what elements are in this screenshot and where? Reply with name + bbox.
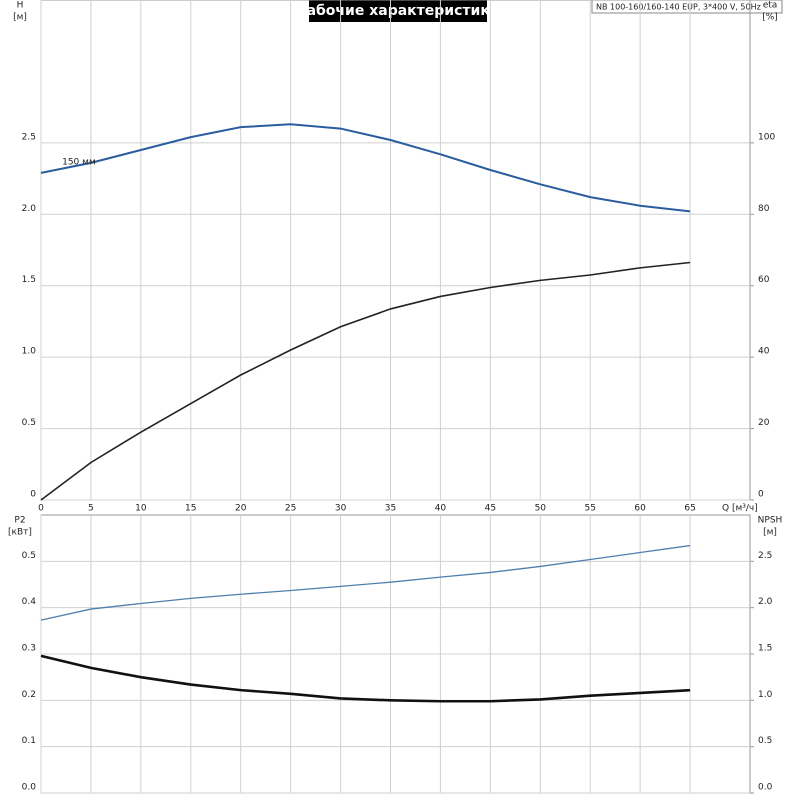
y2-tick-label: 2.0	[758, 597, 773, 607]
x-tick-label: 5	[88, 504, 94, 514]
y-tick-label: 0.4	[22, 597, 37, 607]
y-tick-label: 0	[30, 490, 36, 500]
x-tick-label: 55	[584, 504, 595, 514]
curve	[40, 261, 691, 501]
y2-axis-unit: [%]	[762, 13, 778, 23]
y-tick-label: 0.3	[22, 644, 36, 654]
y2-tick-label: 0.5	[758, 736, 772, 746]
y2-tick-label: 2.5	[758, 551, 772, 561]
y-tick-label: 0.5	[22, 551, 36, 561]
x-tick-label: 45	[485, 504, 496, 514]
y-tick-label: 0.5	[22, 418, 36, 428]
x-tick-label: 20	[235, 504, 247, 514]
x-tick-label: 50	[535, 504, 547, 514]
x-axis-label: Q [м³/ч]	[722, 504, 758, 514]
y2-tick-label: 1.0	[758, 690, 773, 700]
subtitle: NB 100-160/160-140 EUP, 3*400 V, 50Hz	[596, 3, 761, 12]
title-box	[309, 0, 487, 22]
y2-tick-label: 0	[758, 490, 764, 500]
y2-axis-label: eta	[763, 1, 778, 11]
y-tick-label: 2.0	[22, 204, 37, 214]
x-tick-label: 35	[385, 504, 396, 514]
x-tick-label: 10	[135, 504, 147, 514]
y2-tick-label: 60	[758, 275, 770, 285]
x-tick-label: 15	[185, 504, 196, 514]
y-axis-label: H	[17, 1, 24, 11]
y-tick-label: 2.5	[22, 132, 36, 142]
x-tick-label: 0	[38, 504, 44, 514]
y2-tick-label: 80	[758, 204, 770, 214]
y-tick-label: 0.0	[22, 783, 37, 793]
x-tick-label: 25	[285, 504, 296, 514]
y-tick-label: 0.1	[22, 736, 36, 746]
chart-title: Рабочие характеристики	[296, 3, 499, 19]
curve	[40, 544, 691, 621]
y2-axis-unit: [м]	[763, 528, 777, 538]
x-tick-label: 40	[435, 504, 447, 514]
x-tick-label: 65	[684, 504, 695, 514]
y2-tick-label: 40	[758, 347, 770, 357]
y-axis-label: P2	[14, 516, 25, 526]
y2-tick-label: 100	[758, 132, 775, 142]
curve	[40, 123, 691, 213]
y2-tick-label: 20	[758, 418, 770, 428]
x-tick-label: 30	[335, 504, 347, 514]
x-tick-label: 60	[634, 504, 646, 514]
y-tick-label: 0.2	[22, 690, 36, 700]
y-axis-unit: [кВт]	[8, 528, 32, 538]
y2-axis-label: NPSH	[758, 516, 783, 526]
y-axis-unit: [м]	[13, 13, 27, 23]
y-tick-label: 1.0	[22, 347, 37, 357]
y2-tick-label: 0.0	[758, 783, 773, 793]
annotation: 150 мм	[62, 157, 96, 167]
curve	[40, 654, 691, 703]
y2-tick-label: 1.5	[758, 644, 772, 654]
subtitle-box	[591, 0, 783, 14]
y-tick-label: 1.5	[22, 275, 36, 285]
